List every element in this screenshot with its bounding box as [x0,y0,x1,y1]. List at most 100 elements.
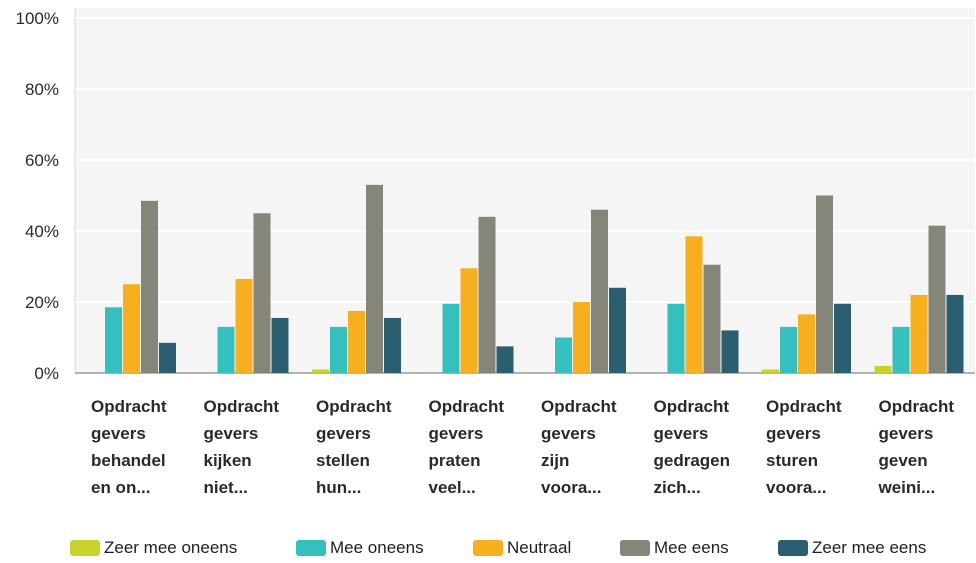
bar [874,365,892,373]
legend-item-mee-eens: Mee eens [620,538,729,558]
x-tick-label-line: en on... [91,478,151,497]
bar [685,236,703,373]
x-tick-label-line: weini... [878,478,936,497]
bar [217,326,235,373]
x-tick-label-line: hun... [316,478,361,497]
legend-swatch [473,540,503,556]
bar [496,346,514,373]
x-tick-label-line: voora... [766,478,826,497]
bar [609,287,626,373]
x-tick-label-line: zijn [541,451,569,470]
x-tick-label-line: Opdracht [654,397,730,416]
x-tick-label-line: gevers [316,424,371,443]
legend-item-neutraal: Neutraal [473,538,571,558]
legend-swatch [70,540,100,556]
legend-swatch [620,540,650,556]
bar [330,326,347,373]
x-tick-label: Opdracht gevers praten veel... [429,397,505,497]
bar [460,268,478,373]
bar [667,303,685,373]
bar [235,278,253,373]
x-tick-label-line: gedragen [654,451,731,470]
x-axis-category-labels: Opdracht gevers behandel en on... Opdracht ge… [91,397,954,497]
bar [721,330,739,373]
x-tick-label-line: gevers [766,424,821,443]
x-tick-label-line: gevers [541,424,596,443]
y-tick-label: 40% [25,222,59,241]
x-tick-label-line: Opdracht [766,397,842,416]
x-tick-label: Opdracht gevers stellen hun... [316,397,392,497]
legend-label: Mee eens [654,538,729,557]
legend-swatch [296,540,326,556]
y-tick-label: 0% [34,364,59,383]
y-tick-label: 80% [25,80,59,99]
bar [946,294,964,373]
bar [366,184,383,373]
bar [892,326,910,373]
legend-label: Mee oneens [330,538,424,557]
x-tick-label-line: gevers [204,424,259,443]
bar [834,303,851,373]
bar [159,342,176,373]
bar [271,317,289,373]
y-tick-label: 60% [25,151,59,170]
legend-label: Zeer mee eens [812,538,927,557]
x-tick-label-line: Opdracht [541,397,617,416]
x-tick-label: Opdracht gevers kijken niet... [204,397,280,497]
bar [253,213,271,373]
x-tick-label-line: veel... [429,478,476,497]
x-tick-label-line: praten [429,451,481,470]
x-tick-label-line: gevers [429,424,484,443]
legend: Zeer mee oneens Mee oneens Neutraal Mee … [0,538,976,562]
bar [910,294,928,373]
y-tick-label: 100% [16,9,59,28]
bar [478,216,496,373]
x-tick-label-line: Opdracht [879,397,955,416]
x-tick-label-line: geven [879,451,928,470]
bar [591,209,608,373]
legend-swatch [778,540,808,556]
bar [141,200,158,373]
bar [573,302,590,373]
x-tick-label-line: voora... [541,478,601,497]
x-tick-label: Opdracht gevers gedragen zich... [654,397,731,497]
x-tick-label-line: sturen [766,451,818,470]
bars [105,184,964,373]
bar [555,337,572,373]
bar [780,326,797,373]
x-tick-label: Opdracht gevers geven weini... [878,397,955,497]
bar [312,369,329,373]
x-tick-label-line: behandel [91,451,166,470]
x-tick-label-line: niet... [204,478,248,497]
bar [928,225,946,373]
x-tick-label-line: gevers [91,424,146,443]
bar [798,314,815,373]
bar [816,195,833,373]
x-tick-label-line: Opdracht [429,397,505,416]
x-tick-label-line: stellen [316,451,370,470]
bar [384,317,401,373]
bar [348,310,365,373]
bar [703,264,721,373]
legend-label: Zeer mee oneens [104,538,238,557]
bar [123,284,140,373]
legend-label: Neutraal [507,538,572,557]
bar [105,307,122,373]
x-tick-label-line: zich... [654,478,701,497]
x-tick-label-line: gevers [879,424,934,443]
x-tick-label: Opdracht gevers behandel en on... [91,397,167,497]
legend-item-zeer-mee-eens: Zeer mee eens [778,538,926,558]
legend-item-mee-oneens: Mee oneens [296,538,424,558]
x-tick-label-line: Opdracht [204,397,280,416]
x-tick-label: Opdracht gevers zijn voora... [541,397,617,497]
x-tick-label-line: Opdracht [316,397,392,416]
bar [762,369,779,373]
bar-chart: 0% 20% 40% 60% 80% 100% Opdracht gevers behande… [16,8,975,497]
x-tick-label-line: kijken [204,451,252,470]
x-tick-label-line: Opdracht [91,397,167,416]
x-tick-label-line: gevers [654,424,709,443]
y-tick-label: 20% [25,293,59,312]
y-axis-tick-labels: 0% 20% 40% 60% 80% 100% [16,9,59,383]
legend-item-zeer-mee-oneens: Zeer mee oneens [70,538,237,558]
bar [442,303,460,373]
